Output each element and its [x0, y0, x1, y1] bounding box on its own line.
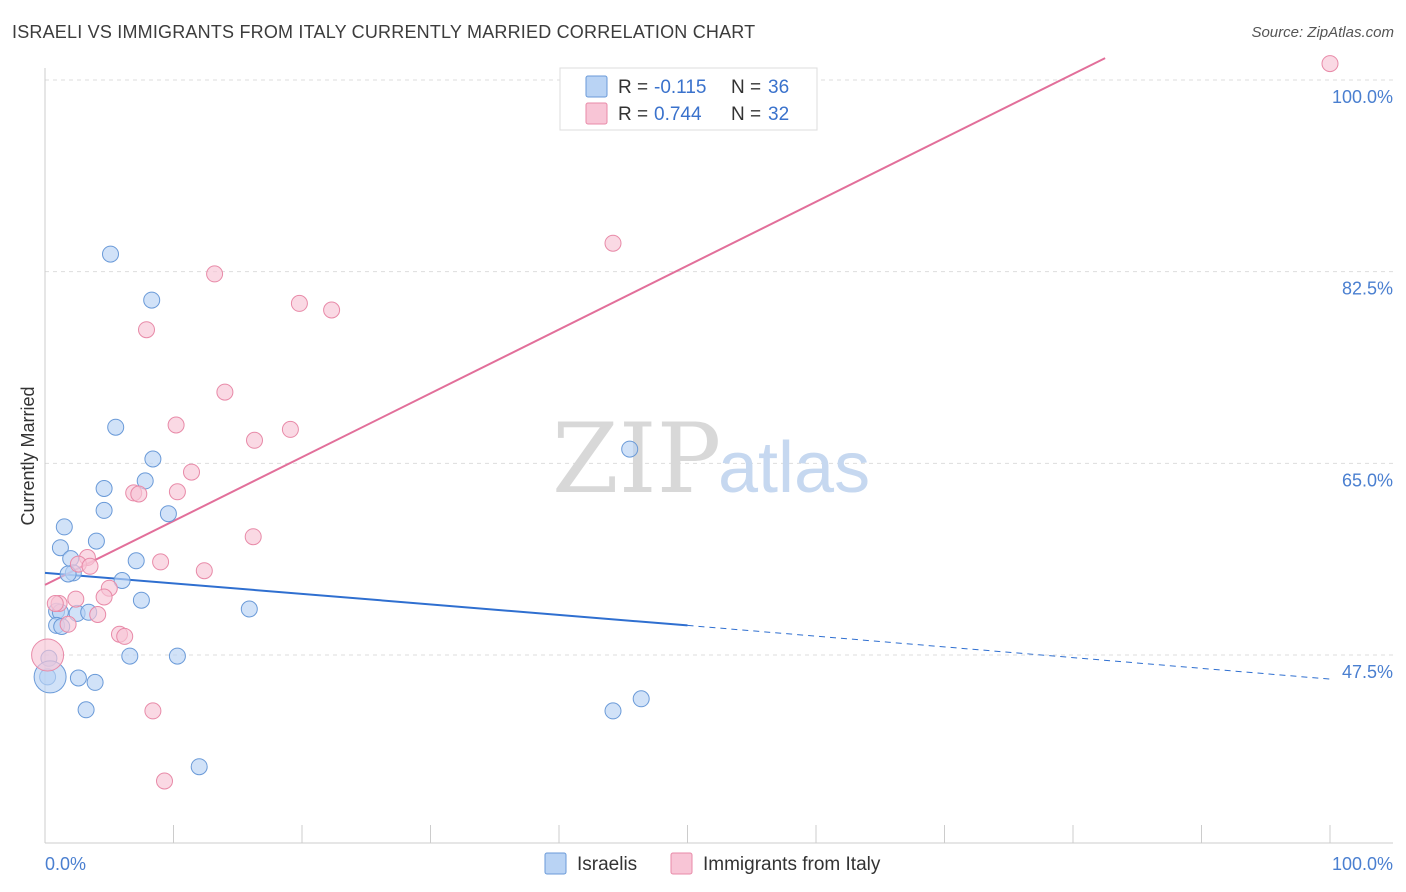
israelis-point-32 — [604, 702, 622, 720]
israelis-point-9 — [87, 532, 105, 550]
italy-point-31 — [156, 772, 173, 790]
israelis-point-8 — [55, 518, 73, 536]
watermark-zip: ZIP — [552, 403, 721, 515]
italy-point-29 — [31, 638, 65, 672]
italy-point-26 — [59, 615, 77, 633]
israelis-point-10 — [51, 539, 69, 557]
data-points — [31, 55, 1339, 790]
legend-r-value-1: -0.115 — [654, 77, 706, 98]
israelis-point-0 — [102, 245, 119, 263]
bottom-legend-label-israelis: Israelis — [577, 854, 637, 875]
y-tick-label-2: 82.5% — [1342, 279, 1393, 299]
israelis-point-33 — [632, 690, 650, 708]
italy-point-1 — [604, 234, 622, 252]
italy-point-9 — [246, 431, 263, 449]
legend-swatch-italy — [585, 102, 608, 125]
italy-point-10 — [183, 463, 200, 481]
bottom-legend-swatch-italy — [670, 852, 693, 875]
trend-lines — [44, 57, 1331, 680]
italy-point-18 — [152, 553, 170, 571]
italy-point-7 — [167, 416, 185, 434]
italy-point-2 — [206, 265, 224, 283]
israelis-point-13 — [59, 565, 77, 583]
legend-n-value-1: 36 — [768, 77, 789, 98]
italy-point-5 — [138, 321, 155, 339]
axes — [44, 68, 1393, 844]
italy-point-24 — [46, 595, 64, 612]
x-tick-label-0: 0.0% — [45, 854, 86, 874]
italy-point-30 — [144, 702, 162, 720]
bottom-legend-swatch-israelis — [544, 852, 567, 875]
italy-point-3 — [323, 301, 341, 319]
israelis-point-6 — [95, 501, 113, 519]
legend-r-value-2: 0.744 — [654, 104, 702, 125]
israelis-point-25 — [168, 647, 186, 665]
israelis-point-30 — [190, 758, 208, 776]
italy-point-13 — [130, 485, 148, 503]
legend-n-label-2: N = — [731, 104, 761, 125]
israelis-point-29 — [77, 701, 95, 719]
italy-point-6 — [216, 383, 234, 401]
x-tick-label-1: 100.0% — [1332, 854, 1393, 874]
israelis-point-2 — [107, 418, 125, 436]
x-tick-labels: 0.0% 100.0% — [45, 854, 1393, 874]
israelis-point-23 — [240, 600, 258, 618]
italy-point-19 — [195, 562, 213, 580]
bottom-legend-label-italy: Immigrants from Italy — [703, 854, 881, 875]
italy-point-21 — [95, 588, 113, 606]
y-axis-label: Currently Married — [18, 386, 38, 525]
italy-trend-line — [44, 57, 1106, 586]
source-label: Source: ZipAtlas.com — [1251, 24, 1394, 41]
y-tick-label-0: 47.5% — [1342, 662, 1393, 682]
italy-point-8 — [281, 420, 299, 438]
italy-point-28 — [116, 627, 134, 645]
italy-point-17 — [81, 557, 99, 575]
y-tick-label-3: 100.0% — [1332, 87, 1393, 107]
chart-title: ISRAELI VS IMMIGRANTS FROM ITALY CURRENT… — [12, 22, 756, 42]
italy-point-0 — [1321, 55, 1339, 73]
israelis-point-15 — [113, 572, 131, 589]
israelis-point-1 — [143, 291, 161, 309]
italy-point-25 — [89, 606, 107, 623]
italy-point-14 — [244, 528, 262, 546]
israelis-point-3 — [144, 450, 162, 468]
israelis-point-7 — [159, 505, 177, 523]
israelis-point-5 — [95, 480, 113, 497]
grid-lines — [45, 79, 1393, 656]
italy-point-4 — [290, 294, 308, 312]
israelis-trend-line — [44, 571, 688, 627]
legend-swatch-israelis — [585, 75, 608, 98]
bottom-legend: Israelis Immigrants from Italy — [544, 852, 881, 875]
legend-n-label-1: N = — [731, 77, 761, 98]
israelis-point-16 — [132, 591, 150, 609]
watermark-atlas: atlas — [718, 428, 870, 508]
israelis-point-14 — [127, 552, 145, 570]
israelis-point-26 — [69, 669, 87, 687]
legend: R = -0.115 N = 36 R = 0.744 N = 32 — [559, 67, 818, 131]
israelis-point-27 — [86, 673, 104, 691]
legend-r-label-1: R = — [618, 77, 648, 98]
israelis-trend-line-extension — [687, 624, 1331, 680]
israelis-point-31 — [621, 440, 639, 458]
legend-r-label-2: R = — [618, 104, 648, 125]
y-tick-labels: 47.5% 65.0% 82.5% 100.0% — [1332, 87, 1393, 682]
legend-n-value-2: 32 — [768, 104, 789, 125]
israelis-point-24 — [121, 647, 139, 665]
y-tick-label-1: 65.0% — [1342, 470, 1393, 490]
watermark: ZIP atlas — [552, 403, 870, 515]
italy-point-22 — [67, 590, 85, 608]
italy-point-11 — [168, 483, 186, 501]
